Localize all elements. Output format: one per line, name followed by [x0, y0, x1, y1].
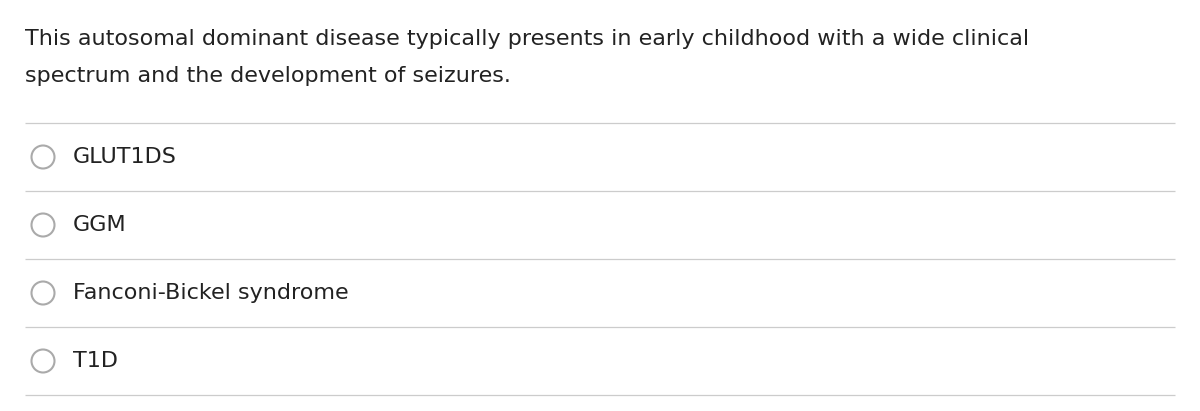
Text: spectrum and the development of seizures.: spectrum and the development of seizures…: [25, 66, 511, 86]
Text: This autosomal dominant disease typically presents in early childhood with a wid: This autosomal dominant disease typicall…: [25, 29, 1030, 49]
Text: GLUT1DS: GLUT1DS: [72, 147, 176, 167]
Text: T1D: T1D: [72, 351, 118, 371]
Text: Fanconi-Bickel syndrome: Fanconi-Bickel syndrome: [72, 283, 348, 303]
Text: GGM: GGM: [72, 215, 126, 235]
